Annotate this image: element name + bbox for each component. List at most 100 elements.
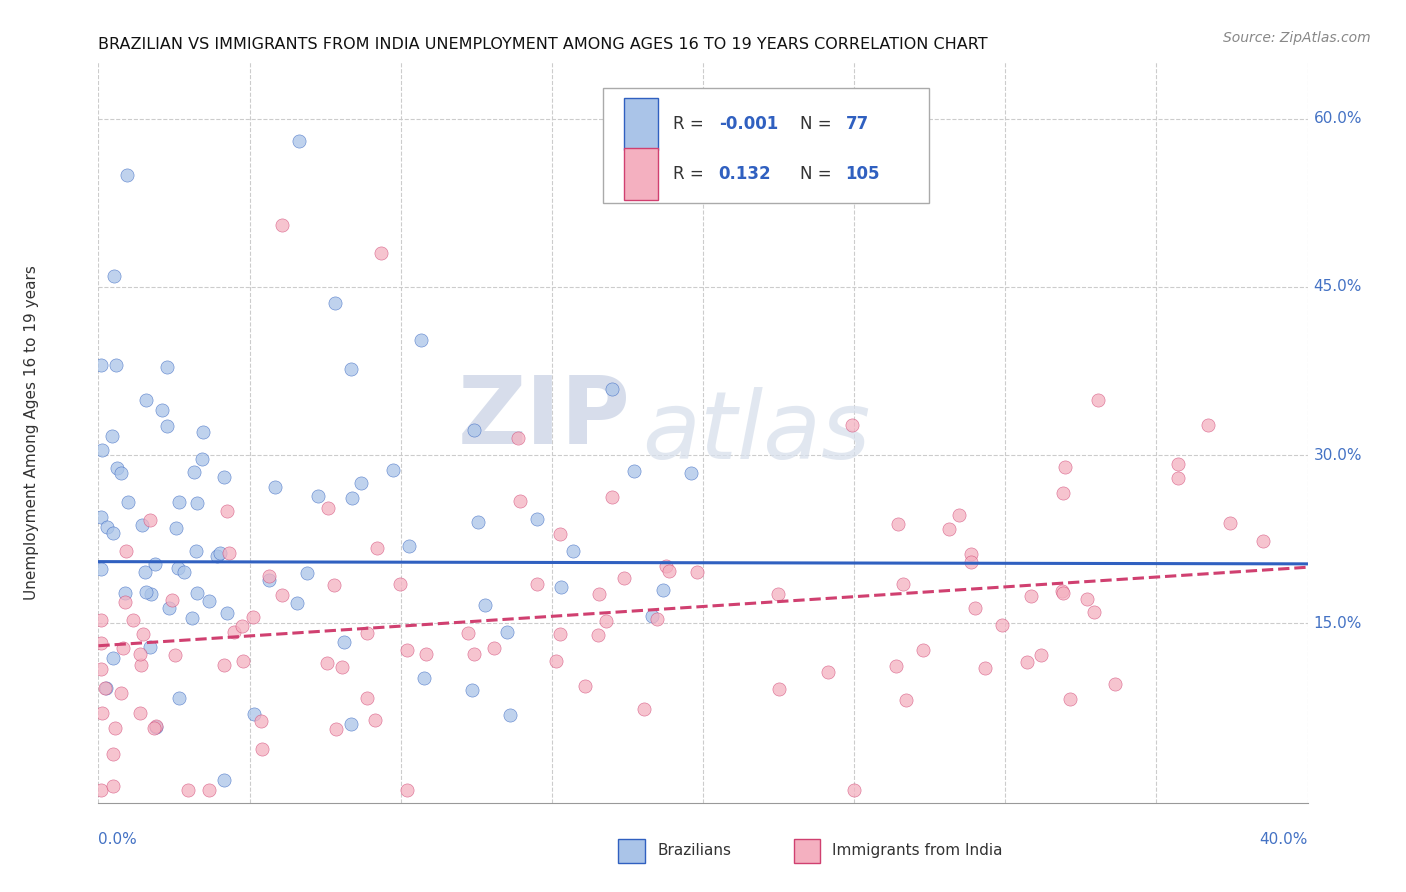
Point bbox=[90, 783, 112, 797]
Point bbox=[165, 521, 187, 535]
Point bbox=[198, 593, 221, 607]
Text: Brazilians: Brazilians bbox=[657, 844, 731, 858]
Point bbox=[467, 515, 489, 529]
Point bbox=[350, 475, 373, 490]
Point bbox=[1031, 648, 1053, 663]
Text: R =: R = bbox=[673, 115, 709, 133]
Point bbox=[1087, 392, 1109, 407]
Point bbox=[574, 679, 596, 693]
Text: BRAZILIAN VS IMMIGRANTS FROM INDIA UNEMPLOYMENT AMONG AGES 16 TO 19 YEARS CORREL: BRAZILIAN VS IMMIGRANTS FROM INDIA UNEMP… bbox=[98, 37, 988, 52]
Point bbox=[101, 429, 124, 443]
Text: 60.0%: 60.0% bbox=[1313, 111, 1362, 126]
Point bbox=[1167, 458, 1189, 472]
Point bbox=[142, 721, 165, 735]
Point bbox=[600, 382, 623, 396]
Point bbox=[366, 541, 388, 555]
Point bbox=[183, 465, 205, 479]
Text: R =: R = bbox=[673, 165, 709, 183]
Point bbox=[132, 626, 155, 640]
Point bbox=[647, 612, 669, 626]
Point bbox=[110, 686, 132, 700]
Point bbox=[90, 509, 112, 524]
Point bbox=[117, 495, 139, 509]
Point bbox=[139, 513, 162, 527]
Point bbox=[415, 647, 437, 661]
Point bbox=[586, 627, 609, 641]
Point bbox=[768, 681, 790, 696]
Point bbox=[965, 601, 987, 615]
Point bbox=[135, 392, 157, 407]
Point bbox=[103, 651, 125, 665]
Point bbox=[356, 626, 378, 640]
Point bbox=[184, 543, 207, 558]
Text: N =: N = bbox=[800, 165, 837, 183]
Point bbox=[1197, 418, 1219, 433]
Point bbox=[101, 525, 124, 540]
Point bbox=[412, 672, 434, 686]
Point bbox=[316, 656, 339, 670]
Point bbox=[938, 522, 960, 536]
Text: N =: N = bbox=[800, 115, 837, 133]
Point bbox=[217, 606, 239, 620]
Point bbox=[388, 577, 411, 591]
Point bbox=[257, 568, 280, 582]
Text: Unemployment Among Ages 16 to 19 years: Unemployment Among Ages 16 to 19 years bbox=[24, 265, 39, 600]
Point bbox=[548, 627, 571, 641]
Point bbox=[94, 681, 117, 696]
Point bbox=[186, 586, 208, 600]
Point bbox=[460, 683, 482, 698]
Point bbox=[110, 467, 132, 481]
Point bbox=[167, 494, 190, 508]
Point bbox=[138, 640, 160, 654]
Point bbox=[409, 333, 432, 347]
Point bbox=[232, 654, 254, 668]
Point bbox=[887, 516, 910, 531]
Point bbox=[370, 246, 392, 260]
Point bbox=[457, 626, 479, 640]
Point bbox=[101, 747, 124, 762]
Point bbox=[544, 654, 567, 668]
Point bbox=[323, 578, 346, 592]
Point bbox=[191, 452, 214, 467]
Point bbox=[973, 661, 995, 675]
Point bbox=[891, 577, 914, 591]
Point bbox=[325, 722, 347, 736]
Point bbox=[381, 463, 404, 477]
Point bbox=[323, 296, 346, 310]
Point bbox=[658, 564, 681, 578]
Point bbox=[264, 480, 287, 494]
Point bbox=[249, 714, 271, 728]
Point bbox=[205, 549, 228, 563]
Text: Source: ZipAtlas.com: Source: ZipAtlas.com bbox=[1223, 31, 1371, 45]
Point bbox=[243, 706, 266, 721]
Point bbox=[509, 493, 531, 508]
Point bbox=[134, 565, 156, 579]
Point bbox=[103, 268, 125, 283]
Point bbox=[90, 635, 112, 649]
Text: 45.0%: 45.0% bbox=[1313, 279, 1362, 294]
Point bbox=[623, 464, 645, 478]
Text: -0.001: -0.001 bbox=[718, 115, 778, 133]
Text: 77: 77 bbox=[845, 115, 869, 133]
Point bbox=[1052, 586, 1074, 600]
Point bbox=[250, 741, 273, 756]
Point bbox=[114, 586, 136, 600]
Bar bbox=[793, 839, 820, 863]
Point bbox=[395, 643, 418, 657]
Point bbox=[1054, 460, 1077, 475]
Point bbox=[287, 596, 309, 610]
Point bbox=[217, 504, 239, 518]
Point bbox=[214, 657, 236, 672]
Point bbox=[271, 588, 294, 602]
Point bbox=[307, 489, 329, 503]
Point bbox=[1104, 677, 1126, 691]
Point bbox=[766, 586, 789, 600]
Point bbox=[1052, 583, 1074, 598]
Point bbox=[101, 779, 124, 793]
Point bbox=[333, 635, 356, 649]
Point bbox=[90, 562, 112, 576]
Point bbox=[633, 701, 655, 715]
Point bbox=[111, 640, 134, 655]
Point bbox=[218, 546, 240, 560]
Text: atlas: atlas bbox=[643, 387, 870, 478]
